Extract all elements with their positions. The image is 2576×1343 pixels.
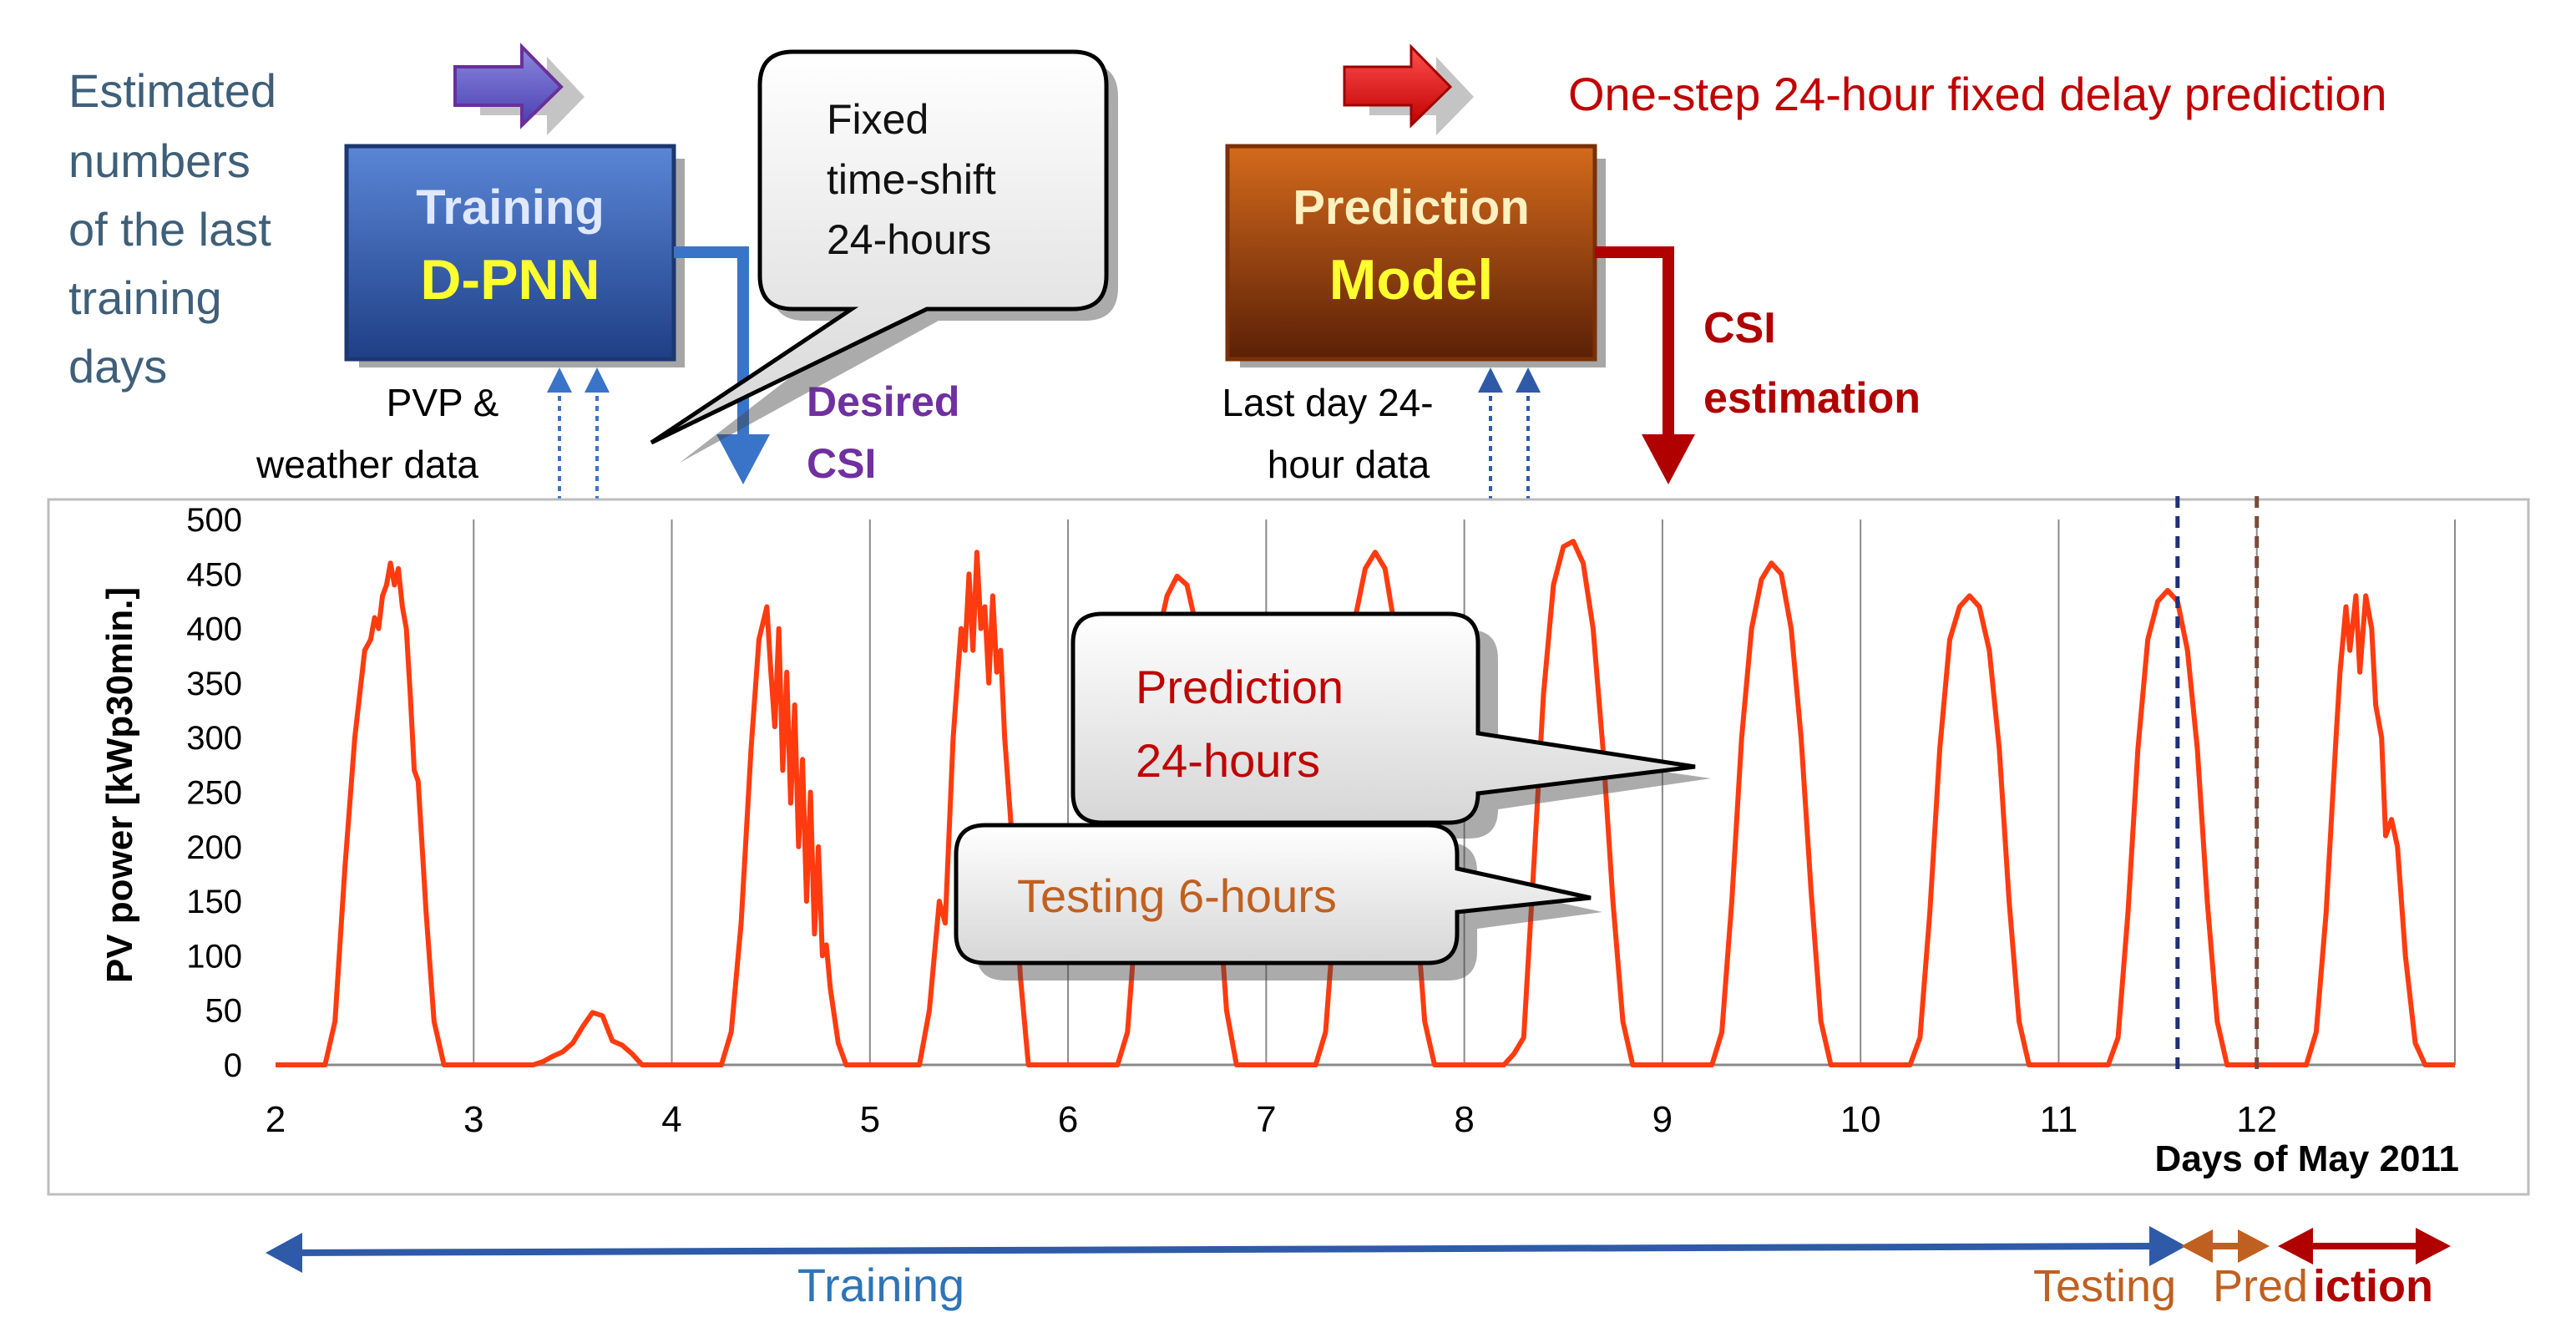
training-input-arrows-icon xyxy=(558,376,599,503)
prediction-span-label-bold: iction xyxy=(2313,1261,2433,1311)
y-tick-label: 200 xyxy=(186,829,242,866)
x-tick-label: 2 xyxy=(266,1099,286,1140)
desired-csi-arrow-icon xyxy=(674,246,770,484)
training-box-model: D-PNN xyxy=(420,248,600,312)
desired-csi-label: Desired CSI xyxy=(807,378,959,487)
pvp-weather-line: PVP & xyxy=(387,381,499,424)
y-axis-ticks: 0 50 100 150 200 250 300 350 400 450 500 xyxy=(186,502,242,1084)
y-tick-label: 450 xyxy=(186,556,242,593)
note-line: numbers xyxy=(68,134,251,187)
prediction-callout-line: 24-hours xyxy=(1136,734,1320,787)
x-tick-label: 7 xyxy=(1256,1099,1276,1140)
training-span-arrow-icon xyxy=(266,1226,2186,1273)
prediction-input-arrows-icon xyxy=(1489,376,1530,503)
arrowhead-icon xyxy=(1516,367,1541,393)
prediction-arrow-icon xyxy=(1343,43,1474,135)
x-tick-label: 4 xyxy=(661,1099,681,1140)
csi-estimation-label: CSI estimation xyxy=(1703,304,1921,423)
prediction-model-box: Prediction Model xyxy=(1225,144,1606,367)
testing-callout-text: Testing 6-hours xyxy=(1017,869,1337,922)
x-axis-ticks: 2 3 4 5 6 7 8 9 10 11 12 xyxy=(266,1099,2277,1140)
y-tick-label: 500 xyxy=(186,502,242,539)
y-tick-label: 50 xyxy=(205,993,243,1030)
x-tick-label: 9 xyxy=(1652,1099,1673,1140)
prediction-span-label: Pred xyxy=(2213,1261,2308,1311)
prediction-span-arrow-icon xyxy=(2278,1228,2451,1264)
desired-csi-line: Desired xyxy=(807,378,959,425)
csi-estimation-line: CSI xyxy=(1703,304,1776,352)
desired-csi-line: CSI xyxy=(807,440,876,487)
prediction-callout: Prediction 24-hours xyxy=(1070,611,1711,839)
x-tick-label: 11 xyxy=(2040,1099,2078,1140)
last-day-line: hour data xyxy=(1268,443,1430,486)
x-tick-label: 5 xyxy=(860,1099,880,1140)
pvp-weather-line: weather data xyxy=(256,443,478,486)
timeshift-line: time-shift xyxy=(827,156,996,203)
note-line: training xyxy=(68,271,222,324)
last-day-line: Last day 24- xyxy=(1222,381,1433,424)
y-tick-label: 0 xyxy=(224,1047,242,1084)
training-span-label: Training xyxy=(797,1259,964,1311)
csi-estimation-arrow-icon xyxy=(1595,246,1695,484)
y-tick-label: 100 xyxy=(186,938,242,975)
x-tick-label: 3 xyxy=(463,1099,483,1140)
y-axis-label: PV power [kWp30min.] xyxy=(99,587,140,983)
training-box-label: Training xyxy=(416,180,605,235)
x-tick-label: 6 xyxy=(1058,1099,1078,1140)
testing-span-arrow-icon xyxy=(2181,1229,2270,1263)
testing-span-label: Testing xyxy=(2033,1261,2176,1311)
x-tick-label: 8 xyxy=(1454,1099,1474,1140)
csi-estimation-line: estimation xyxy=(1703,374,1921,423)
note-line: days xyxy=(68,340,167,393)
last-day-label: Last day 24- hour data xyxy=(1222,381,1433,486)
prediction-box-model: Model xyxy=(1329,248,1493,312)
timeshift-callout: Fixed time-shift 24-hours xyxy=(650,49,1118,463)
x-tick-label: 12 xyxy=(2236,1099,2277,1140)
timeshift-line: 24-hours xyxy=(827,216,991,263)
note-line: Estimated xyxy=(68,64,276,117)
prediction-description: One-step 24-hour fixed delay prediction xyxy=(1568,68,2387,120)
note-line: of the last xyxy=(68,203,271,256)
arrowhead-icon xyxy=(585,367,610,393)
prediction-callout-line: Prediction xyxy=(1136,661,1344,713)
y-tick-label: 250 xyxy=(186,775,242,812)
prediction-box-label: Prediction xyxy=(1293,180,1530,235)
training-days-note: Estimated numbers of the last training d… xyxy=(68,64,276,393)
training-arrow-icon xyxy=(453,43,585,135)
timeshift-line: Fixed xyxy=(827,96,929,143)
pvp-weather-label: PVP & weather data xyxy=(256,381,498,486)
y-tick-label: 350 xyxy=(186,666,242,702)
x-axis-label: Days of May 2011 xyxy=(2155,1138,2459,1179)
y-tick-label: 300 xyxy=(186,720,242,757)
training-dpnn-box: Training D-PNN xyxy=(344,144,685,367)
y-tick-label: 150 xyxy=(186,884,242,920)
y-tick-label: 400 xyxy=(186,611,242,648)
arrowhead-icon xyxy=(547,367,572,393)
arrowhead-icon xyxy=(1478,367,1503,393)
testing-callout: Testing 6-hours xyxy=(954,823,1602,981)
x-tick-label: 10 xyxy=(1840,1099,1881,1140)
